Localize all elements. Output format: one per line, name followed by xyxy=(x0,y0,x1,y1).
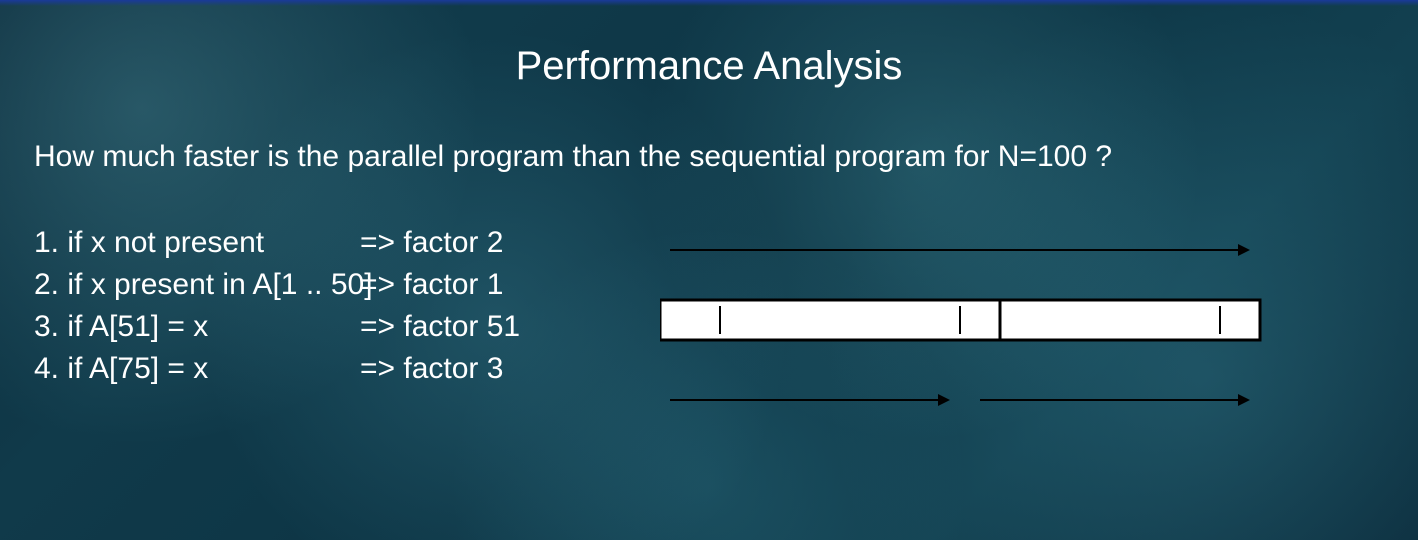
case-condition: 1. if x not present xyxy=(34,222,360,264)
case-row: 4. if A[75] = x => factor 3 xyxy=(34,348,520,390)
case-row: 2. if x present in A[1 .. 50] => factor … xyxy=(34,264,520,306)
case-result: => factor 51 xyxy=(360,306,520,348)
case-result: => factor 2 xyxy=(360,222,503,264)
diagram-svg xyxy=(660,230,1280,430)
slide: Performance Analysis How much faster is … xyxy=(0,0,1418,540)
parallel-arrow-left-head xyxy=(938,394,950,406)
case-condition: 3. if A[51] = x xyxy=(34,306,360,348)
case-condition: 4. if A[75] = x xyxy=(34,348,360,390)
parallel-arrow-right-head xyxy=(1238,394,1250,406)
case-row: 1. if x not present => factor 2 xyxy=(34,222,520,264)
slide-title: Performance Analysis xyxy=(0,44,1418,89)
case-result: => factor 1 xyxy=(360,264,503,306)
question-text: How much faster is the parallel program … xyxy=(34,140,1112,174)
case-condition: 2. if x present in A[1 .. 50] xyxy=(34,264,360,306)
case-result: => factor 3 xyxy=(360,348,503,390)
array-diagram xyxy=(660,230,1280,430)
case-row: 3. if A[51] = x => factor 51 xyxy=(34,306,520,348)
sequential-arrow-head xyxy=(1238,244,1250,256)
cases-list: 1. if x not present => factor 2 2. if x … xyxy=(34,222,520,390)
